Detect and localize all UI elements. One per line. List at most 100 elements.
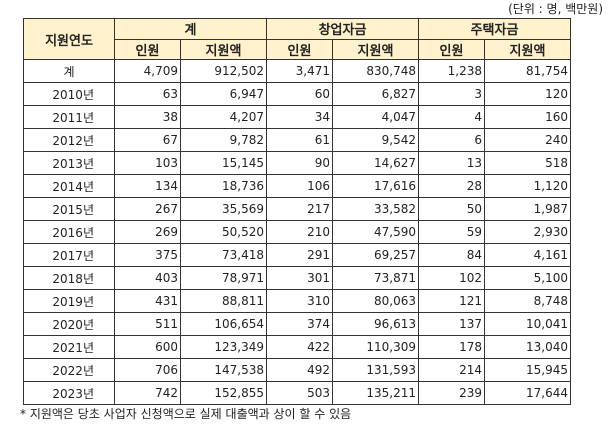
header-count: 인원 bbox=[266, 38, 333, 60]
value-cell: 69,257 bbox=[332, 243, 419, 267]
value-cell: 403 bbox=[114, 266, 181, 290]
value-cell: 511 bbox=[114, 312, 181, 336]
value-cell: 269 bbox=[114, 220, 181, 244]
value-cell: 131,593 bbox=[332, 358, 419, 382]
value-cell: 2,930 bbox=[484, 220, 571, 244]
value-cell: 103 bbox=[114, 151, 181, 175]
value-cell: 3,471 bbox=[266, 59, 333, 83]
value-cell: 830,748 bbox=[332, 59, 419, 83]
value-cell: 600 bbox=[114, 335, 181, 359]
value-cell: 106,654 bbox=[180, 312, 267, 336]
value-cell: 239 bbox=[418, 381, 485, 405]
value-cell: 61 bbox=[266, 128, 333, 152]
header-amount: 지원액 bbox=[332, 38, 419, 60]
value-cell: 135,211 bbox=[332, 381, 419, 405]
value-cell: 137 bbox=[418, 312, 485, 336]
table-row: 2016년 269 50,520 210 47,590 59 2,930 bbox=[23, 220, 571, 244]
year-cell: 2010년 bbox=[23, 82, 115, 106]
value-cell: 88,811 bbox=[180, 289, 267, 313]
value-cell: 80,063 bbox=[332, 289, 419, 313]
year-cell: 2016년 bbox=[23, 220, 115, 244]
value-cell: 6,947 bbox=[180, 82, 267, 106]
value-cell: 38 bbox=[114, 105, 181, 129]
value-cell: 18,736 bbox=[180, 174, 267, 198]
table-row: 2021년 600 123,349 422 110,309 178 13,040 bbox=[23, 335, 571, 359]
footnote: * 지원액은 당초 사업자 신청액으로 실제 대출액과 상이 할 수 있음 bbox=[20, 407, 352, 421]
value-cell: 310 bbox=[266, 289, 333, 313]
value-cell: 152,855 bbox=[180, 381, 267, 405]
value-cell: 503 bbox=[266, 381, 333, 405]
value-cell: 4,709 bbox=[114, 59, 181, 83]
table-row: 2018년 403 78,971 301 73,871 102 5,100 bbox=[23, 266, 571, 290]
value-cell: 90 bbox=[266, 151, 333, 175]
year-cell: 2022년 bbox=[23, 358, 115, 382]
value-cell: 13 bbox=[418, 151, 485, 175]
value-cell: 134 bbox=[114, 174, 181, 198]
value-cell: 4,161 bbox=[484, 243, 571, 267]
value-cell: 240 bbox=[484, 128, 571, 152]
header-count: 인원 bbox=[114, 38, 181, 60]
year-cell: 2018년 bbox=[23, 266, 115, 290]
value-cell: 375 bbox=[114, 243, 181, 267]
value-cell: 1,238 bbox=[418, 59, 485, 83]
header-amount: 지원액 bbox=[180, 38, 267, 60]
value-cell: 15,145 bbox=[180, 151, 267, 175]
table-row: 계 4,709 912,502 3,471 830,748 1,238 81,754 bbox=[23, 59, 571, 83]
value-cell: 73,418 bbox=[180, 243, 267, 267]
header-startup: 창업자금 bbox=[266, 18, 419, 40]
unit-label: (단위 : 명, 백만원) bbox=[508, 2, 603, 16]
value-cell: 706 bbox=[114, 358, 181, 382]
value-cell: 4,207 bbox=[180, 105, 267, 129]
value-cell: 8,748 bbox=[484, 289, 571, 313]
table-row: 2022년 706 147,538 492 131,593 214 15,945 bbox=[23, 358, 571, 382]
value-cell: 431 bbox=[114, 289, 181, 313]
table-row: 2014년 134 18,736 106 17,616 28 1,120 bbox=[23, 174, 571, 198]
value-cell: 17,644 bbox=[484, 381, 571, 405]
table-row: 2012년 67 9,782 61 9,542 6 240 bbox=[23, 128, 571, 152]
value-cell: 59 bbox=[418, 220, 485, 244]
value-cell: 4,047 bbox=[332, 105, 419, 129]
year-cell: 2011년 bbox=[23, 105, 115, 129]
year-cell: 2013년 bbox=[23, 151, 115, 175]
value-cell: 35,569 bbox=[180, 197, 267, 221]
year-cell: 2015년 bbox=[23, 197, 115, 221]
value-cell: 33,582 bbox=[332, 197, 419, 221]
value-cell: 147,538 bbox=[180, 358, 267, 382]
value-cell: 50,520 bbox=[180, 220, 267, 244]
value-cell: 3 bbox=[418, 82, 485, 106]
table-row: 2023년 742 152,855 503 135,211 239 17,644 bbox=[23, 381, 571, 405]
table-row: 2019년 431 88,811 310 80,063 121 8,748 bbox=[23, 289, 571, 313]
value-cell: 9,782 bbox=[180, 128, 267, 152]
value-cell: 67 bbox=[114, 128, 181, 152]
table-row: 2017년 375 73,418 291 69,257 84 4,161 bbox=[23, 243, 571, 267]
year-cell: 2012년 bbox=[23, 128, 115, 152]
value-cell: 15,945 bbox=[484, 358, 571, 382]
value-cell: 6 bbox=[418, 128, 485, 152]
value-cell: 1,120 bbox=[484, 174, 571, 198]
value-cell: 291 bbox=[266, 243, 333, 267]
year-cell: 2019년 bbox=[23, 289, 115, 313]
value-cell: 102 bbox=[418, 266, 485, 290]
value-cell: 374 bbox=[266, 312, 333, 336]
value-cell: 492 bbox=[266, 358, 333, 382]
year-cell: 2014년 bbox=[23, 174, 115, 198]
value-cell: 14,627 bbox=[332, 151, 419, 175]
value-cell: 106 bbox=[266, 174, 333, 198]
value-cell: 214 bbox=[418, 358, 485, 382]
header-amount: 지원액 bbox=[484, 38, 571, 60]
table-row: 2015년 267 35,569 217 33,582 50 1,987 bbox=[23, 197, 571, 221]
header-year: 지원연도 bbox=[23, 18, 115, 60]
table-row: 2010년 63 6,947 60 6,827 3 120 bbox=[23, 82, 571, 106]
value-cell: 60 bbox=[266, 82, 333, 106]
year-cell: 2023년 bbox=[23, 381, 115, 405]
value-cell: 73,871 bbox=[332, 266, 419, 290]
value-cell: 78,971 bbox=[180, 266, 267, 290]
value-cell: 742 bbox=[114, 381, 181, 405]
table-row: 2020년 511 106,654 374 96,613 137 10,041 bbox=[23, 312, 571, 336]
header-housing: 주택자금 bbox=[418, 18, 571, 40]
value-cell: 50 bbox=[418, 197, 485, 221]
value-cell: 5,100 bbox=[484, 266, 571, 290]
value-cell: 123,349 bbox=[180, 335, 267, 359]
value-cell: 267 bbox=[114, 197, 181, 221]
